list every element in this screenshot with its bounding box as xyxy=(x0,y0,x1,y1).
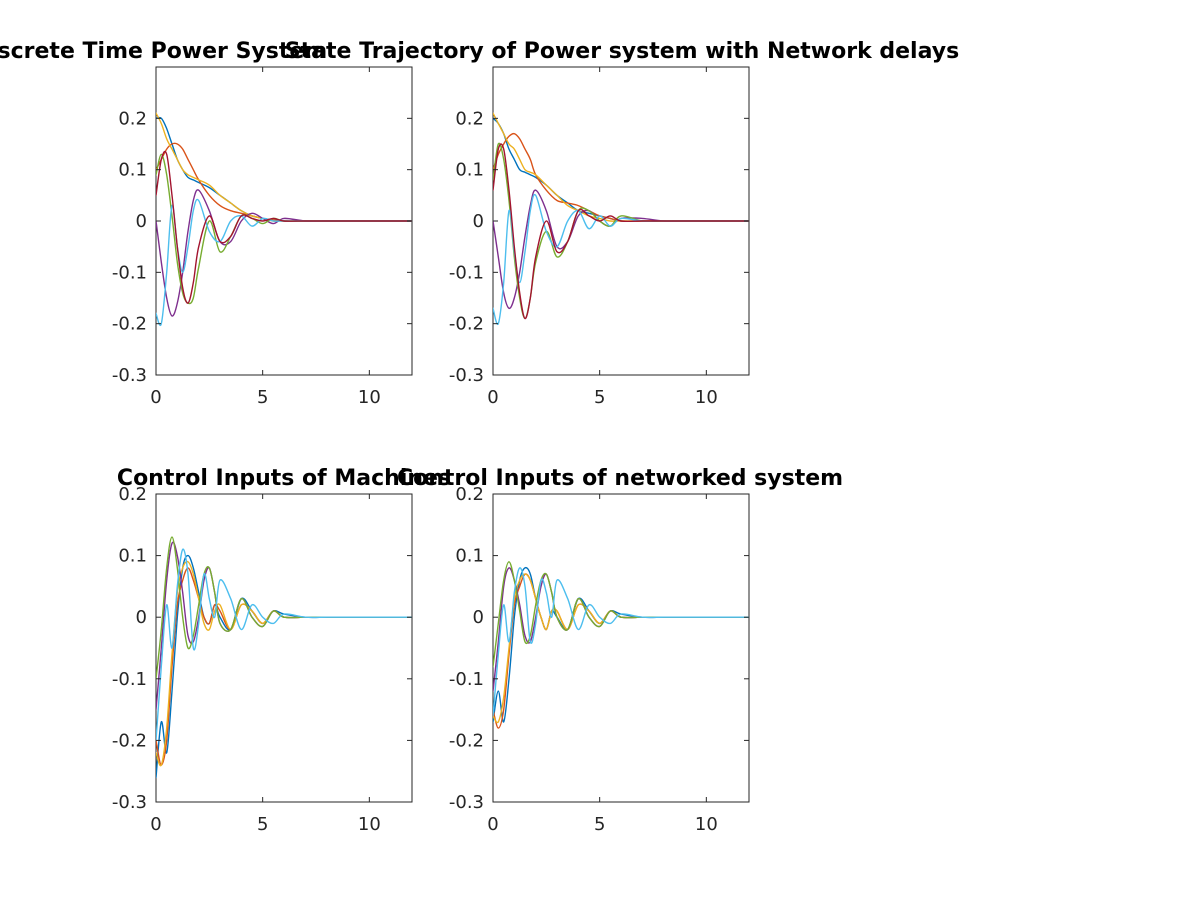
y-tick-label: 0.1 xyxy=(118,160,147,181)
y-tick-label: -0.3 xyxy=(449,365,484,386)
y-tick-label: -0.3 xyxy=(112,365,147,386)
y-tick-label: -0.2 xyxy=(449,730,484,751)
y-tick-label: -0.2 xyxy=(112,314,147,335)
y-tick-label: -0.2 xyxy=(449,314,484,335)
chart-title: Control Inputs of Machines xyxy=(117,466,451,491)
y-tick-label: -0.1 xyxy=(112,669,147,690)
chart-title: Control Inputs of networked system xyxy=(397,466,843,491)
y-tick-label: 0 xyxy=(473,607,484,628)
chart-panel-4: -0.3 -0.2 -0.1 0 0.1 0.2 0 5 10 xyxy=(449,484,750,835)
y-tick-label: -0.2 xyxy=(112,730,147,751)
axes-box xyxy=(492,493,750,803)
series-group xyxy=(493,112,749,326)
x-tick-label: 0 xyxy=(150,387,161,408)
x-tick-label: 0 xyxy=(150,814,161,835)
x-tick-label: 5 xyxy=(257,814,268,835)
y-tick-label: -0.3 xyxy=(112,792,147,813)
series-line-6 xyxy=(493,567,749,717)
chart-title: State Trajectory of Power system with Ne… xyxy=(285,39,959,64)
y-tick-label: -0.3 xyxy=(449,792,484,813)
y-tick-label: 0.1 xyxy=(455,160,484,181)
y-tick-label: 0.2 xyxy=(455,108,484,129)
x-tick-label: 10 xyxy=(695,814,718,835)
y-tick-label: 0.2 xyxy=(455,484,484,505)
y-tick-label: -0.1 xyxy=(112,262,147,283)
x-tick-label: 10 xyxy=(695,387,718,408)
y-tick-label: 0 xyxy=(136,211,147,232)
series-group xyxy=(156,112,412,326)
chart-panel-3: -0.3 -0.2 -0.1 0 0.1 0.2 0 5 10 xyxy=(112,484,413,835)
x-tick-label: 0 xyxy=(487,387,498,408)
y-tick-label: 0.1 xyxy=(455,546,484,567)
axes-box xyxy=(155,493,413,803)
x-tick-label: 10 xyxy=(358,814,381,835)
chart-panel-2: -0.3 -0.2 -0.1 0 0.1 0.2 0 5 10 xyxy=(449,66,750,408)
series-line-6 xyxy=(156,548,412,742)
y-tick-label: 0.2 xyxy=(118,484,147,505)
y-tick-label: 0.2 xyxy=(118,108,147,129)
y-tick-label: -0.1 xyxy=(449,262,484,283)
y-tick-label: -0.1 xyxy=(449,669,484,690)
series-group xyxy=(156,536,412,779)
x-tick-label: 10 xyxy=(358,387,381,408)
y-tick-label: 0.1 xyxy=(118,546,147,567)
chart-title: State Trajectory of Discrete Time Power … xyxy=(0,39,327,64)
x-tick-label: 0 xyxy=(487,814,498,835)
x-tick-label: 5 xyxy=(594,814,605,835)
chart-panel-1: -0.3 -0.2 -0.1 0 0.1 0.2 0 5 10 xyxy=(112,66,413,408)
x-tick-label: 5 xyxy=(594,387,605,408)
series-group xyxy=(493,561,749,729)
y-tick-label: 0 xyxy=(136,607,147,628)
series-line-7 xyxy=(493,143,749,320)
y-tick-label: 0 xyxy=(473,211,484,232)
series-line-7 xyxy=(156,150,412,304)
x-tick-label: 5 xyxy=(257,387,268,408)
